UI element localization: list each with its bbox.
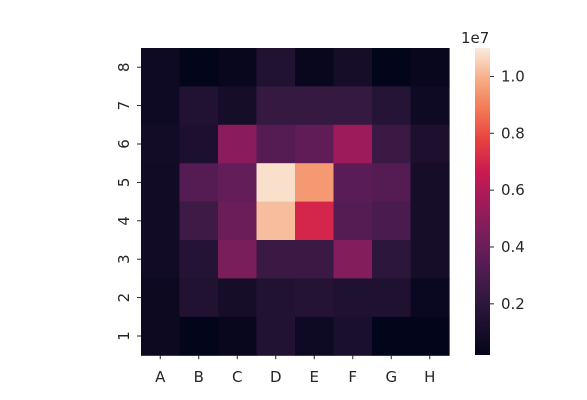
heatmap-cell-E1 <box>295 316 335 356</box>
heatmap-cell-B6 <box>179 124 219 164</box>
heatmap-cell-B4 <box>179 201 219 241</box>
heatmap-cell-D3 <box>256 240 296 279</box>
heatmap-cell-C1 <box>218 316 258 356</box>
y-tick-label: 1 <box>115 331 133 341</box>
colorbar-tick-label: 1.0 <box>501 67 525 85</box>
heatmap-cell-F7 <box>333 86 373 126</box>
heatmap-cell-H8 <box>410 48 450 87</box>
heatmap-cell-B2 <box>179 278 219 318</box>
heatmap-cell-E2 <box>295 278 335 318</box>
heatmap-cell-H2 <box>410 278 450 318</box>
heatmap-cell-D7 <box>256 86 296 126</box>
x-tick-label: E <box>310 368 319 386</box>
y-tick-label: 2 <box>115 293 133 303</box>
x-tick-label: H <box>424 368 435 386</box>
y-tick-label: 3 <box>115 254 133 264</box>
heatmap-cell-D5 <box>256 163 296 203</box>
heatmap-cell-C8 <box>218 48 258 87</box>
heatmap-cell-B1 <box>179 316 219 356</box>
heatmap-cell-C5 <box>218 163 258 203</box>
heatmap-cell-E7 <box>295 86 335 126</box>
heatmap-cell-G3 <box>372 240 412 279</box>
heatmap-cell-A5 <box>141 163 181 203</box>
heatmap-cell-B5 <box>179 163 219 203</box>
x-tick-label: C <box>232 368 242 386</box>
heatmap-cell-G4 <box>372 201 412 241</box>
colorbar-tick-label: 0.4 <box>501 238 525 256</box>
colorbar <box>475 48 490 355</box>
x-tick-label: F <box>348 368 357 386</box>
heatmap-cell-F4 <box>333 201 373 241</box>
heatmap-cell-A8 <box>141 48 181 87</box>
heatmap-cell-G5 <box>372 163 412 203</box>
y-tick-label: 7 <box>115 101 133 111</box>
heatmap-cell-H4 <box>410 201 450 241</box>
heatmap-cell-D4 <box>256 201 296 241</box>
x-tick-label: A <box>155 368 166 386</box>
heatmap-cell-A6 <box>141 124 181 164</box>
heatmap-cell-B3 <box>179 240 219 279</box>
heatmap-cell-E8 <box>295 48 335 87</box>
x-tick-label: D <box>270 368 282 386</box>
heatmap-cell-B7 <box>179 86 219 126</box>
heatmap-cell-C6 <box>218 124 258 164</box>
y-tick-label: 8 <box>115 62 133 72</box>
heatmap-cell-F3 <box>333 240 373 279</box>
heatmap-cells <box>141 48 450 356</box>
heatmap-cell-D6 <box>256 124 296 164</box>
heatmap-cell-A7 <box>141 86 181 126</box>
heatmap-cell-E5 <box>295 163 335 203</box>
heatmap-cell-F6 <box>333 124 373 164</box>
y-tick-label: 4 <box>115 216 133 226</box>
heatmap-cell-G1 <box>372 316 412 356</box>
heatmap-cell-H7 <box>410 86 450 126</box>
x-axis-ticks: A B C D E F G H <box>155 355 435 386</box>
heatmap-cell-G2 <box>372 278 412 318</box>
heatmap-cell-H1 <box>410 316 450 356</box>
colorbar-tick-label: 0.8 <box>501 124 525 142</box>
heatmap-cell-G7 <box>372 86 412 126</box>
heatmap-cell-E3 <box>295 240 335 279</box>
y-tick-label: 5 <box>115 178 133 188</box>
heatmap-cell-C2 <box>218 278 258 318</box>
colorbar-tick-label: 0.6 <box>501 181 525 199</box>
heatmap-cell-F8 <box>333 48 373 87</box>
heatmap-cell-A2 <box>141 278 181 318</box>
colorbar-tick-label: 0.2 <box>501 295 525 313</box>
heatmap-cell-B8 <box>179 48 219 87</box>
heatmap-cell-G8 <box>372 48 412 87</box>
x-tick-label: G <box>385 368 397 386</box>
y-axis-ticks: 8 7 6 5 4 3 2 1 <box>115 62 141 341</box>
heatmap-cell-C7 <box>218 86 258 126</box>
y-tick-label: 6 <box>115 139 133 149</box>
heatmap-cell-D2 <box>256 278 296 318</box>
heatmap-cell-D1 <box>256 316 296 356</box>
heatmap-cell-H3 <box>410 240 450 279</box>
colorbar-ticks: 0.2 0.4 0.6 0.8 1.0 <box>490 67 525 313</box>
heatmap-cell-F2 <box>333 278 373 318</box>
heatmap-cell-C3 <box>218 240 258 279</box>
heatmap-cell-G6 <box>372 124 412 164</box>
colorbar-scale-label: 1e7 <box>461 29 489 47</box>
heatmap-cell-H5 <box>410 163 450 203</box>
heatmap-cell-A1 <box>141 316 181 356</box>
heatmap-cell-F1 <box>333 316 373 356</box>
heatmap-cell-A3 <box>141 240 181 279</box>
heatmap-cell-H6 <box>410 124 450 164</box>
x-tick-label: B <box>194 368 204 386</box>
heatmap-cell-A4 <box>141 201 181 241</box>
heatmap-cell-E4 <box>295 201 335 241</box>
heatmap-cell-E6 <box>295 124 335 164</box>
heatmap-cell-C4 <box>218 201 258 241</box>
heatmap-cell-F5 <box>333 163 373 203</box>
heatmap-cell-D8 <box>256 48 296 87</box>
